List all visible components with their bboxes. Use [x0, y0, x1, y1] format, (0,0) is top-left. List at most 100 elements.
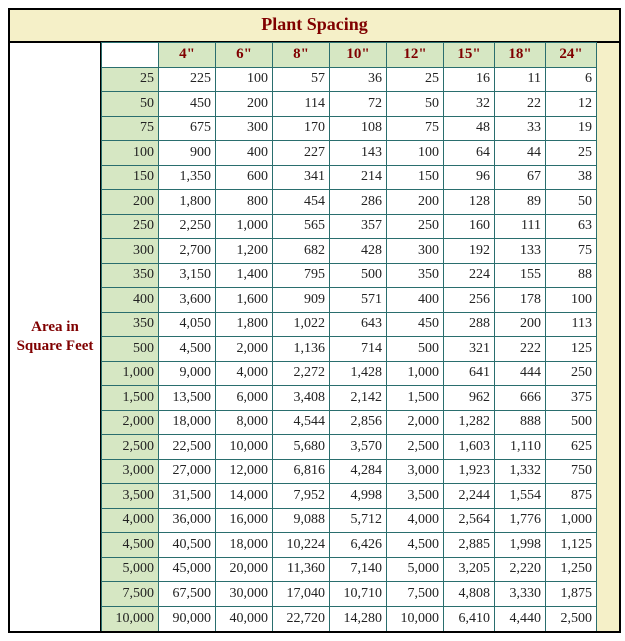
value-cell: 500: [386, 336, 444, 362]
value-cell: 625: [545, 434, 597, 460]
value-cell: 900: [158, 140, 216, 166]
value-cell: 50: [386, 91, 444, 117]
value-cell: 2,244: [443, 483, 495, 509]
value-cell: 67: [494, 165, 546, 191]
value-cell: 6,000: [215, 385, 273, 411]
value-cell: 6,426: [329, 532, 387, 558]
table-body: Area in Square Feet 4"6"8"10"12"15"18"24…: [10, 43, 619, 631]
area-cell: 350: [101, 263, 159, 289]
plant-spacing-table: Plant Spacing Area in Square Feet 4"6"8"…: [8, 8, 621, 633]
value-cell: 10,000: [386, 606, 444, 632]
value-cell: 222: [494, 336, 546, 362]
value-cell: 113: [545, 312, 597, 338]
area-cell: 10,000: [101, 606, 159, 632]
area-cell: 4,500: [101, 532, 159, 558]
value-cell: 214: [329, 165, 387, 191]
value-cell: 962: [443, 385, 495, 411]
table-row: 4,00036,00016,0009,0885,7124,0002,5641,7…: [102, 509, 619, 534]
value-cell: 2,885: [443, 532, 495, 558]
value-cell: 1,350: [158, 165, 216, 191]
table-row: 3002,7001,20068242830019213375: [102, 239, 619, 264]
table-row: 7567530017010875483319: [102, 117, 619, 142]
area-cell: 150: [101, 165, 159, 191]
value-cell: 6,816: [272, 459, 330, 485]
value-cell: 795: [272, 263, 330, 289]
value-cell: 27,000: [158, 459, 216, 485]
spacing-header: 12": [386, 42, 444, 68]
value-cell: 250: [545, 361, 597, 387]
value-cell: 200: [386, 189, 444, 215]
table-row: 2522510057362516116: [102, 68, 619, 93]
value-cell: 96: [443, 165, 495, 191]
value-cell: 643: [329, 312, 387, 338]
value-cell: 45,000: [158, 557, 216, 583]
value-cell: 3,600: [158, 287, 216, 313]
value-cell: 18,000: [215, 532, 273, 558]
value-cell: 4,500: [158, 336, 216, 362]
value-cell: 114: [272, 91, 330, 117]
value-cell: 17,040: [272, 581, 330, 607]
value-cell: 2,250: [158, 214, 216, 240]
value-cell: 16,000: [215, 508, 273, 534]
value-cell: 111: [494, 214, 546, 240]
value-cell: 227: [272, 140, 330, 166]
table-row: 2,00018,0008,0004,5442,8562,0001,2828885…: [102, 411, 619, 436]
area-cell: 250: [101, 214, 159, 240]
value-cell: 341: [272, 165, 330, 191]
value-cell: 30,000: [215, 581, 273, 607]
value-cell: 2,500: [386, 434, 444, 460]
value-cell: 4,808: [443, 581, 495, 607]
value-cell: 32: [443, 91, 495, 117]
value-cell: 3,570: [329, 434, 387, 460]
spacing-header: 18": [494, 42, 546, 68]
value-cell: 1,250: [545, 557, 597, 583]
value-cell: 1,000: [215, 214, 273, 240]
value-cell: 450: [158, 91, 216, 117]
area-cell: 75: [101, 116, 159, 142]
value-cell: 88: [545, 263, 597, 289]
table-row: 1,0009,0004,0002,2721,4281,000641444250: [102, 362, 619, 387]
value-cell: 4,998: [329, 483, 387, 509]
value-cell: 1,282: [443, 410, 495, 436]
value-cell: 67,500: [158, 581, 216, 607]
value-cell: 9,088: [272, 508, 330, 534]
table-row: 5,00045,00020,00011,3607,1405,0003,2052,…: [102, 558, 619, 583]
row-group-label: Area in Square Feet: [10, 43, 102, 631]
value-cell: 133: [494, 238, 546, 264]
value-cell: 36,000: [158, 508, 216, 534]
spacing-header: 8": [272, 42, 330, 68]
value-cell: 4,000: [215, 361, 273, 387]
value-cell: 1,000: [386, 361, 444, 387]
value-cell: 750: [545, 459, 597, 485]
value-cell: 641: [443, 361, 495, 387]
value-cell: 2,000: [386, 410, 444, 436]
value-cell: 875: [545, 483, 597, 509]
value-cell: 224: [443, 263, 495, 289]
table-title: Plant Spacing: [10, 10, 619, 43]
value-cell: 3,500: [386, 483, 444, 509]
value-cell: 5,712: [329, 508, 387, 534]
area-cell: 350: [101, 312, 159, 338]
value-cell: 19: [545, 116, 597, 142]
value-cell: 1,500: [386, 385, 444, 411]
value-cell: 225: [158, 67, 216, 93]
header-row: 4"6"8"10"12"15"18"24": [102, 43, 619, 68]
value-cell: 48: [443, 116, 495, 142]
value-cell: 128: [443, 189, 495, 215]
value-cell: 565: [272, 214, 330, 240]
value-cell: 682: [272, 238, 330, 264]
value-cell: 2,142: [329, 385, 387, 411]
value-cell: 350: [386, 263, 444, 289]
value-cell: 192: [443, 238, 495, 264]
table-row: 1501,350600341214150966738: [102, 166, 619, 191]
value-cell: 200: [215, 91, 273, 117]
value-cell: 31,500: [158, 483, 216, 509]
value-cell: 14,280: [329, 606, 387, 632]
value-cell: 125: [545, 336, 597, 362]
value-cell: 11,360: [272, 557, 330, 583]
value-cell: 666: [494, 385, 546, 411]
value-cell: 50: [545, 189, 597, 215]
value-cell: 800: [215, 189, 273, 215]
table-row: 3504,0501,8001,022643450288200113: [102, 313, 619, 338]
value-cell: 2,564: [443, 508, 495, 534]
